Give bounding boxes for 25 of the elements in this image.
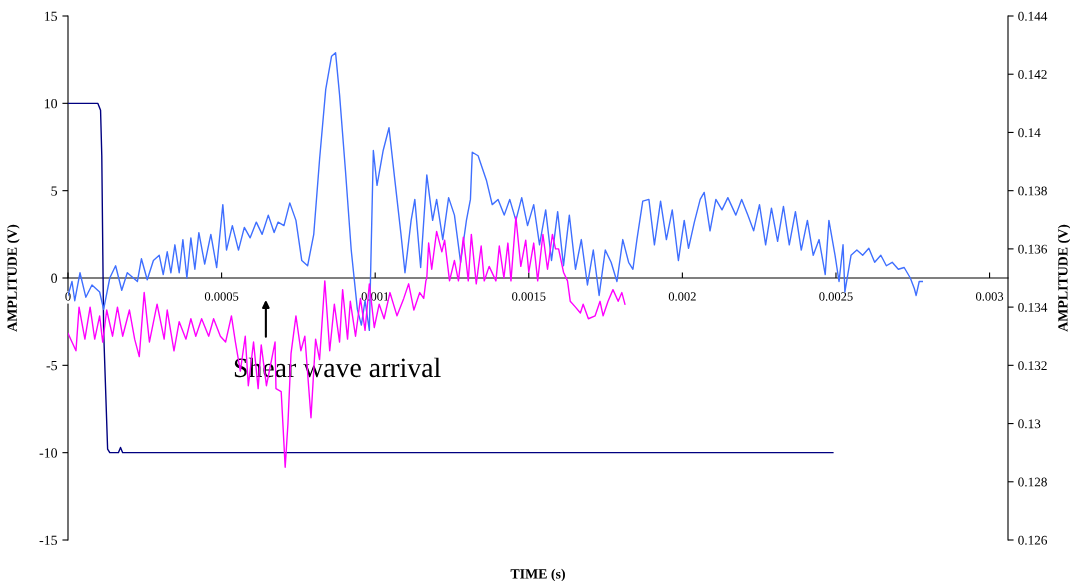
y2-tick-label: 0.13 <box>1018 419 1041 429</box>
y2-tick-label: 0.138 <box>1018 186 1047 196</box>
x-axis-title: TIME (s) <box>510 568 565 581</box>
y-tick-label: -5 <box>46 361 58 371</box>
y2-tick-label: 0.144 <box>1018 11 1048 21</box>
y-axis-title: AMPLITUDE (V) <box>7 224 20 332</box>
y-tick-label: -10 <box>39 448 58 458</box>
x-tick-label: 0.0015 <box>512 292 546 301</box>
x-tick-label: 0.0005 <box>204 292 239 301</box>
y-tick-label: 10 <box>44 98 58 109</box>
y2-tick-label: 0.14 <box>1018 128 1041 138</box>
y2-tick-label: 0.142 <box>1018 70 1047 79</box>
y2-tick-label: 0.132 <box>1018 361 1047 371</box>
y2-tick-label: 0.126 <box>1018 535 1048 545</box>
y2-tick-label: 0.136 <box>1018 244 1048 254</box>
y-tick-label: 15 <box>44 11 58 21</box>
y-tick-label: -15 <box>39 535 58 545</box>
x-tick-label: 0.003 <box>975 292 1004 301</box>
x-tick-label: 0.002 <box>668 292 696 301</box>
y2-tick-label: 0.134 <box>1018 302 1048 312</box>
x-tick-label: 0.0025 <box>819 292 853 301</box>
y2-tick-label: 0.128 <box>1018 477 1047 487</box>
y-tick-label: 0 <box>51 273 58 283</box>
y-tick-label: 5 <box>51 186 58 196</box>
y2-axis-title: AMPLITUDE (V) <box>1057 224 1070 332</box>
